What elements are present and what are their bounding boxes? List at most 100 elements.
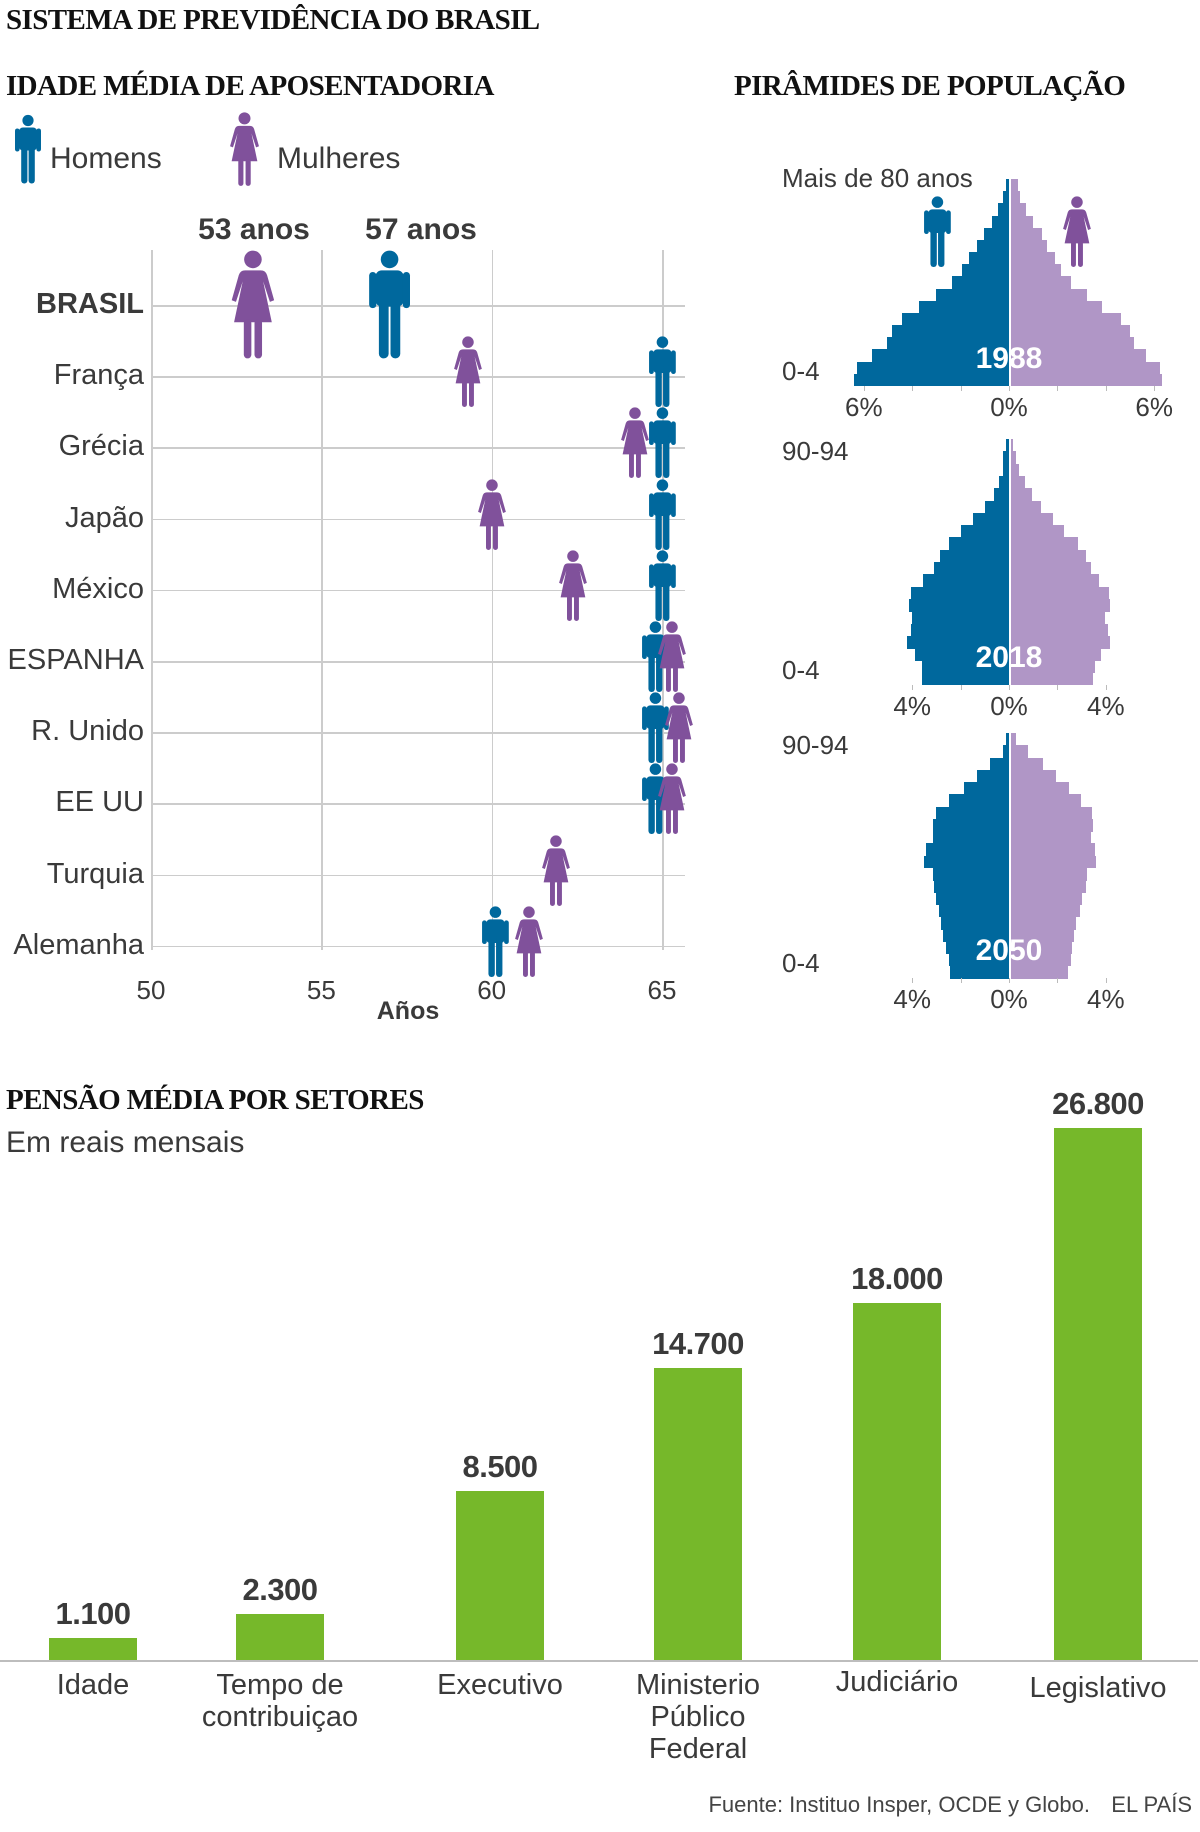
pyramid-tick xyxy=(1009,685,1010,690)
male-bar xyxy=(968,252,1009,265)
male-bar xyxy=(935,288,1009,302)
bar xyxy=(1054,1128,1142,1660)
male-bar xyxy=(936,892,1009,905)
female-bar xyxy=(1010,337,1134,350)
female-bar xyxy=(1010,782,1069,795)
female-bar xyxy=(1010,288,1087,302)
female-bar xyxy=(1010,953,1071,967)
female-bar xyxy=(1010,562,1092,575)
country-label: Japão xyxy=(64,501,144,534)
male-bar xyxy=(910,623,1009,637)
bar-value-label: 8.500 xyxy=(462,1449,538,1485)
female-bar xyxy=(1010,660,1096,674)
pyramid-year: 1988 xyxy=(975,342,1043,375)
female-bar xyxy=(1010,463,1020,477)
country-label: Alemanha xyxy=(13,928,144,961)
male-bar xyxy=(922,672,1009,686)
female-bar xyxy=(1010,733,1017,746)
country-label: França xyxy=(53,359,144,392)
male-bar xyxy=(901,312,1009,326)
male-bar xyxy=(948,953,1009,967)
pyramid-top-label: Mais de 80 anos xyxy=(782,163,973,193)
pyramid-tick xyxy=(960,386,962,391)
male-bar xyxy=(933,867,1009,881)
pension-title: PENSÃO MÉDIA POR SETORES xyxy=(6,1084,424,1116)
pyramid-tick-label: 4% xyxy=(1087,984,1125,1014)
pension-subtitle: Em reais mensais xyxy=(6,1126,245,1159)
gridline-y xyxy=(151,661,685,663)
bar xyxy=(853,1302,941,1660)
male-bar xyxy=(941,916,1009,930)
women-callout: 53 anos xyxy=(198,213,310,246)
female-bar xyxy=(1010,586,1110,600)
source-note: Fuente: Instituo Insper, OCDE y Globo. xyxy=(708,1792,1090,1817)
female-bar xyxy=(1010,361,1161,375)
female-bar xyxy=(1010,276,1072,290)
female-bar xyxy=(1010,191,1021,204)
category-label-line: Judiciário xyxy=(835,1666,959,1698)
bar-value-label: 2.300 xyxy=(242,1572,318,1608)
female-bar xyxy=(1010,598,1111,612)
female-bar xyxy=(1010,179,1018,192)
pyramid-bottom-label: 0-4 xyxy=(782,655,820,685)
male-bar xyxy=(1005,179,1009,192)
category-label-line: Ministerio xyxy=(635,1669,761,1701)
male-bar xyxy=(922,660,1009,674)
female-bar xyxy=(1010,373,1162,387)
male-bar xyxy=(924,855,1009,869)
female-bar xyxy=(1010,252,1056,265)
bar-category-label: Judiciário xyxy=(836,1666,959,1698)
female-bar xyxy=(1010,488,1033,501)
female-bar xyxy=(1010,818,1094,832)
country-label: ESPANHA xyxy=(7,644,144,676)
male-bar xyxy=(948,537,1009,551)
male-bar xyxy=(914,648,1009,661)
x-tick-label: 50 xyxy=(136,975,166,1005)
pyramid-tick xyxy=(1009,386,1010,391)
x-axis-label: Años xyxy=(376,997,440,1025)
male-bar xyxy=(984,227,1009,241)
bar-category-label: Ministerio Público Federal xyxy=(636,1669,760,1765)
male-bar xyxy=(943,929,1009,942)
female-bar xyxy=(1010,215,1033,229)
gridline-x xyxy=(151,250,153,950)
female-bar xyxy=(1010,512,1054,526)
female-bar xyxy=(1010,227,1042,241)
pyramid-tick-label: 6% xyxy=(1135,392,1173,422)
female-bar xyxy=(1010,203,1026,217)
bar xyxy=(49,1638,137,1660)
pyramids-title: PIRÂMIDES DE POPULAÇÃO xyxy=(734,70,1126,102)
female-bar xyxy=(1010,264,1062,277)
pyramid-tick-label: 0% xyxy=(990,984,1028,1014)
female-bar xyxy=(1010,451,1016,465)
bar xyxy=(654,1368,742,1660)
male-bar xyxy=(932,831,1009,844)
pyramid-tick xyxy=(863,386,865,391)
category-label-line: Executivo xyxy=(437,1669,563,1701)
female-bar xyxy=(1010,239,1047,253)
female-bar xyxy=(1010,312,1121,326)
gridline-y xyxy=(151,803,685,805)
female-bar xyxy=(1010,831,1092,844)
male-bar xyxy=(1003,191,1009,204)
female-bar xyxy=(1010,439,1014,452)
male-bar xyxy=(993,488,1009,501)
country-label: BRASIL xyxy=(36,288,144,320)
male-bar xyxy=(1006,733,1009,746)
bar-category-label: Tempo de contribuiçao xyxy=(202,1669,358,1733)
brand-logo: EL PAÍS xyxy=(1111,1792,1192,1817)
category-label-line: Idade xyxy=(56,1669,130,1701)
country-label: R. Unido xyxy=(31,715,144,748)
legend-women-label: Mulheres xyxy=(277,142,401,175)
male-bar xyxy=(923,574,1009,588)
female-bar xyxy=(1010,648,1101,661)
male-bar xyxy=(926,843,1009,856)
bar-value-label: 26.800 xyxy=(1052,1086,1144,1121)
female-bar xyxy=(1010,500,1042,514)
male-bar xyxy=(963,782,1009,795)
male-bar xyxy=(977,239,1009,253)
category-label-line: Federal xyxy=(648,1733,748,1765)
female-bar xyxy=(1010,867,1087,881)
bar xyxy=(456,1491,544,1660)
